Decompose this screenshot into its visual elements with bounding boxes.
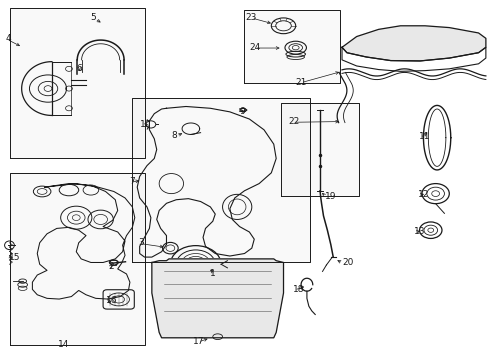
Bar — [10, 8, 144, 158]
Text: 6: 6 — [76, 64, 82, 73]
Bar — [281, 103, 358, 196]
Text: 14: 14 — [58, 341, 70, 350]
Text: 23: 23 — [245, 13, 256, 22]
Bar — [10, 173, 144, 345]
Text: 16: 16 — [105, 296, 117, 305]
Bar — [244, 10, 339, 83]
Text: 2: 2 — [108, 262, 113, 271]
Text: 7: 7 — [129, 177, 134, 186]
Text: 22: 22 — [288, 117, 299, 126]
Text: 17: 17 — [193, 337, 204, 346]
Ellipse shape — [360, 34, 381, 46]
Ellipse shape — [440, 41, 447, 45]
Ellipse shape — [391, 41, 399, 45]
Polygon shape — [341, 26, 485, 61]
Text: 19: 19 — [325, 192, 336, 201]
Text: 3: 3 — [139, 238, 144, 247]
Text: 9: 9 — [239, 107, 245, 116]
Text: 1: 1 — [210, 269, 216, 278]
Text: 8: 8 — [171, 131, 177, 140]
Text: 21: 21 — [295, 78, 306, 87]
Text: 24: 24 — [249, 43, 260, 52]
Text: 18: 18 — [293, 285, 304, 294]
Text: 20: 20 — [341, 258, 353, 267]
Text: 11: 11 — [418, 132, 430, 141]
Text: 5: 5 — [90, 13, 96, 22]
Ellipse shape — [415, 41, 423, 45]
Bar — [132, 98, 310, 262]
Text: 15: 15 — [8, 253, 20, 262]
Polygon shape — [152, 259, 283, 338]
Text: 13: 13 — [413, 227, 425, 236]
Text: 12: 12 — [417, 190, 428, 199]
Text: 10: 10 — [140, 120, 151, 129]
Ellipse shape — [464, 41, 472, 45]
Text: 4: 4 — [5, 34, 11, 43]
